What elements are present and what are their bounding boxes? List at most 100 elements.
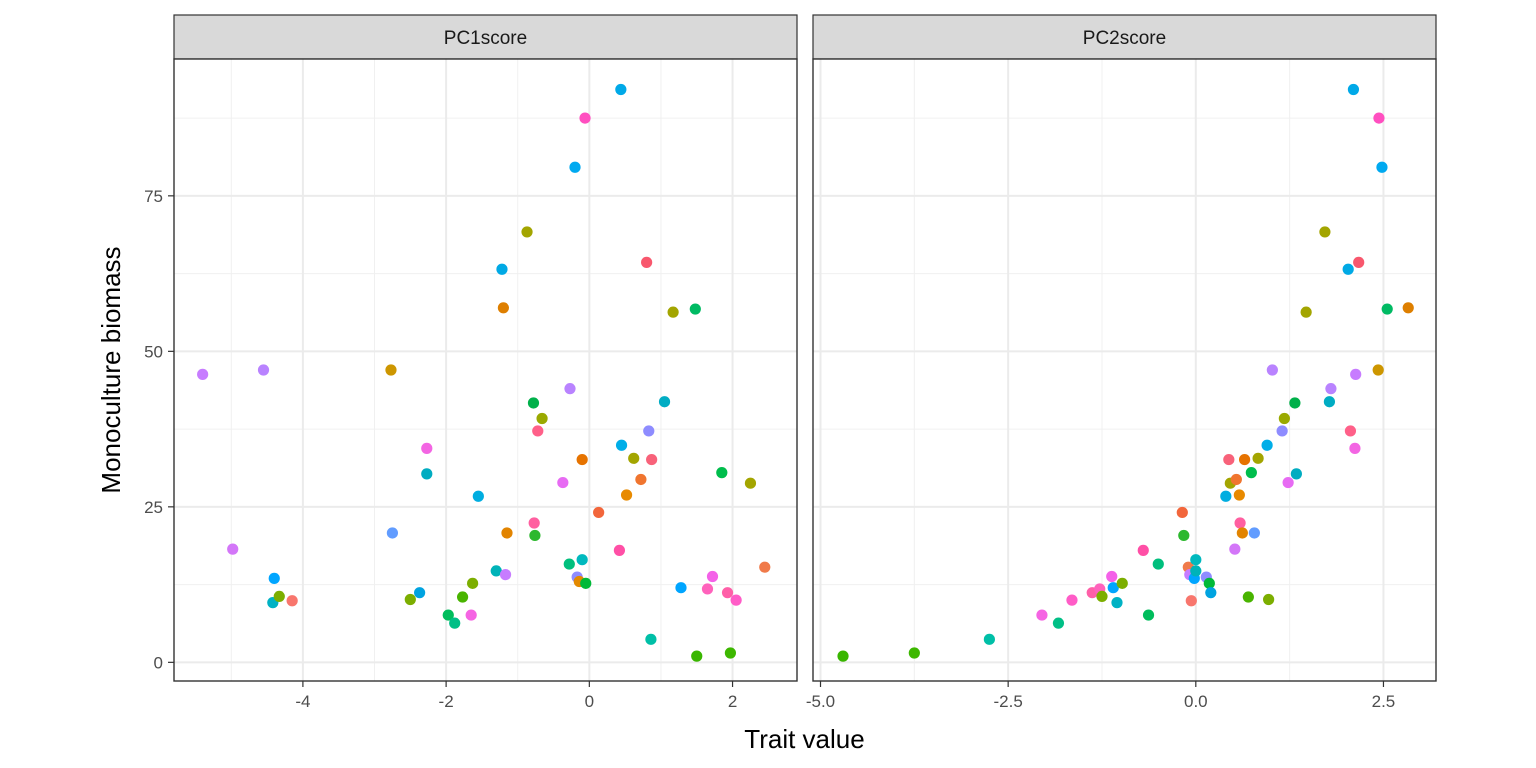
data-point bbox=[675, 582, 687, 594]
data-point bbox=[472, 490, 484, 502]
data-point bbox=[837, 650, 849, 662]
x-axis-ticks: -5.0 -2.5 0.0 2.5 bbox=[806, 681, 1395, 711]
data-point bbox=[564, 383, 576, 395]
data-point bbox=[1278, 412, 1290, 425]
y-tick-label: 25 bbox=[144, 498, 163, 517]
data-point bbox=[983, 633, 995, 645]
data-point bbox=[724, 647, 737, 659]
data-point bbox=[1229, 543, 1241, 555]
facet-panel-pc2score: PC2score -5.0 -2.5 0.0 2.5 bbox=[806, 14, 1437, 711]
data-point bbox=[1190, 565, 1202, 577]
x-tick-label: 0 bbox=[585, 692, 594, 711]
minor-gridlines bbox=[174, 59, 797, 681]
data-point bbox=[273, 590, 285, 603]
data-point bbox=[528, 517, 540, 529]
data-point bbox=[1350, 368, 1362, 380]
data-point bbox=[1290, 468, 1302, 480]
facet-strip-label: PC2score bbox=[1083, 28, 1166, 49]
data-point bbox=[691, 650, 703, 662]
x-axis-title: Trait value bbox=[744, 724, 864, 754]
data-point bbox=[1152, 558, 1164, 570]
x-tick-label: 2 bbox=[728, 692, 737, 711]
facet-strip-label: PC1score bbox=[444, 28, 527, 49]
data-point bbox=[490, 565, 502, 577]
data-points bbox=[837, 83, 1414, 662]
data-point bbox=[716, 467, 728, 479]
data-point bbox=[1248, 527, 1260, 539]
data-point bbox=[579, 112, 591, 124]
data-point bbox=[1325, 383, 1337, 395]
panel-background bbox=[813, 59, 1436, 681]
data-point bbox=[1106, 570, 1118, 583]
data-point bbox=[1205, 587, 1217, 599]
data-point bbox=[721, 587, 734, 599]
data-point bbox=[615, 83, 627, 96]
data-point bbox=[465, 609, 477, 621]
data-point bbox=[1282, 476, 1294, 489]
data-point bbox=[730, 594, 742, 606]
data-point bbox=[1289, 397, 1301, 409]
data-point bbox=[1376, 161, 1388, 173]
data-point bbox=[1137, 544, 1149, 556]
x-axis-ticks: -4 -2 0 2 bbox=[295, 681, 737, 711]
data-point bbox=[449, 617, 461, 629]
data-point bbox=[257, 364, 270, 376]
data-point bbox=[1323, 396, 1336, 408]
data-point bbox=[1185, 595, 1197, 607]
data-point bbox=[643, 425, 655, 437]
data-point bbox=[197, 368, 209, 380]
data-point bbox=[1116, 577, 1128, 589]
data-point bbox=[1276, 425, 1288, 437]
data-point bbox=[1372, 364, 1384, 376]
data-point bbox=[658, 396, 671, 408]
data-point bbox=[496, 263, 508, 275]
data-point bbox=[593, 506, 605, 519]
data-point bbox=[521, 226, 533, 238]
data-point bbox=[635, 473, 647, 486]
data-point bbox=[580, 577, 592, 589]
data-point bbox=[1233, 489, 1245, 501]
data-point bbox=[1238, 453, 1251, 466]
data-point bbox=[529, 529, 541, 542]
data-point bbox=[499, 569, 512, 581]
data-point bbox=[1066, 594, 1078, 606]
data-point bbox=[404, 593, 416, 606]
data-point bbox=[1300, 306, 1312, 318]
data-point bbox=[1096, 590, 1108, 603]
data-point bbox=[628, 452, 640, 464]
data-point bbox=[1261, 439, 1273, 451]
x-tick-label: 2.5 bbox=[1372, 692, 1396, 711]
data-point bbox=[613, 544, 626, 556]
data-point bbox=[576, 554, 588, 566]
data-point bbox=[1263, 593, 1275, 606]
data-point bbox=[1230, 473, 1242, 486]
data-point bbox=[286, 595, 298, 607]
data-point bbox=[706, 570, 719, 583]
y-axis-title: Monoculture biomass bbox=[96, 246, 126, 493]
x-tick-label: -4 bbox=[295, 692, 310, 711]
data-point bbox=[557, 476, 569, 489]
data-point bbox=[1111, 597, 1123, 609]
data-point bbox=[467, 577, 479, 589]
y-tick-label: 50 bbox=[144, 342, 163, 361]
data-point bbox=[701, 583, 714, 595]
x-tick-label: -2 bbox=[439, 692, 454, 711]
data-point bbox=[744, 477, 757, 489]
data-point bbox=[1234, 517, 1246, 529]
data-point bbox=[908, 647, 920, 659]
data-point bbox=[646, 453, 658, 466]
minor-gridlines bbox=[813, 59, 1436, 681]
data-point bbox=[527, 397, 540, 409]
data-point bbox=[1142, 609, 1155, 621]
data-point bbox=[1203, 577, 1215, 589]
data-point bbox=[501, 527, 513, 539]
x-tick-label: -2.5 bbox=[994, 692, 1023, 711]
data-point bbox=[576, 453, 588, 466]
data-point bbox=[1344, 425, 1357, 437]
data-point bbox=[1353, 256, 1365, 268]
data-point bbox=[1176, 506, 1188, 519]
major-gridlines bbox=[174, 59, 797, 681]
data-point bbox=[759, 561, 771, 573]
y-tick-label: 75 bbox=[144, 187, 163, 206]
data-point bbox=[1052, 617, 1065, 629]
